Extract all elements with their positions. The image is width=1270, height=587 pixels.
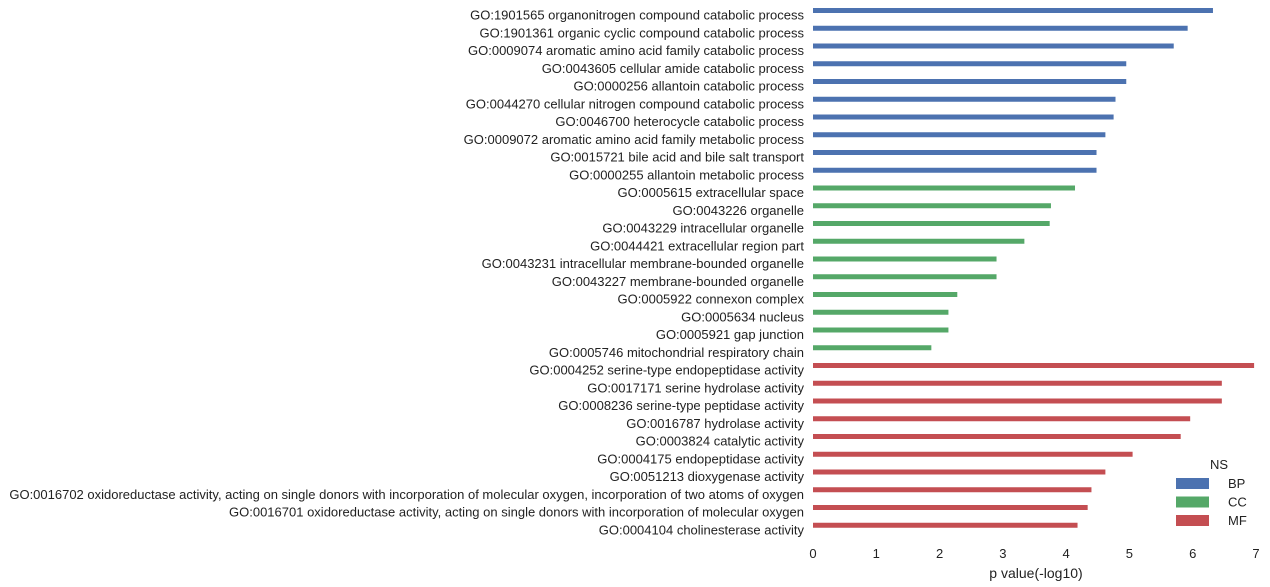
bar-cc-17 [813, 309, 949, 315]
legend-items: BP CC MF [1176, 476, 1247, 528]
category-label-25: GO:0004175 endopeptidase activity [597, 451, 804, 466]
bar-bp-8 [813, 150, 1097, 155]
category-label-24: GO:0003824 catalytic activity [636, 434, 805, 449]
x-tick-label-0: 0 [809, 546, 816, 561]
x-tick-label-1: 1 [873, 546, 880, 561]
bar-cc-14 [813, 256, 997, 262]
category-label-16: GO:0005922 connexon complex [618, 292, 805, 307]
category-labels-group: GO:1901565 organonitrogen compound catab… [9, 8, 804, 538]
category-label-22: GO:0008236 serine-type peptidase activit… [558, 398, 804, 413]
x-tick-labels-group: 0 1 2 3 4 5 6 7 [809, 546, 1259, 561]
x-tick-label-2: 2 [936, 546, 943, 561]
legend-swatch-cc [1176, 496, 1209, 508]
x-tick-label-3: 3 [999, 546, 1006, 561]
bar-mf-26 [813, 469, 1106, 475]
legend-label-mf: MF [1228, 513, 1247, 528]
category-label-15: GO:0043227 membrane-bounded organelle [552, 274, 804, 289]
bar-bp-4 [813, 79, 1127, 84]
bar-cc-12 [813, 221, 1050, 226]
category-label-8: GO:0015721 bile acid and bile salt trans… [550, 150, 804, 165]
bar-mf-21 [813, 380, 1222, 386]
category-label-27: GO:0016702 oxidoreductase activity, acti… [9, 487, 804, 502]
bar-bp-6 [813, 114, 1114, 120]
category-label-28: GO:0016701 oxidoreductase activity, acti… [229, 505, 804, 520]
category-label-1: GO:1901361 organic cyclic compound catab… [480, 25, 805, 40]
bar-bp-0 [813, 8, 1213, 13]
category-label-4: GO:0000256 allantoin catabolic process [573, 79, 804, 94]
category-label-17: GO:0005634 nucleus [681, 309, 804, 324]
category-label-11: GO:0043226 organelle [672, 203, 804, 218]
category-label-6: GO:0046700 heterocycle catabolic process [555, 114, 804, 129]
legend-swatch-bp [1176, 478, 1209, 489]
category-label-7: GO:0009072 aromatic amino acid family me… [464, 132, 805, 147]
bar-bp-3 [813, 61, 1127, 67]
category-label-14: GO:0043231 intracellular membrane-bounde… [482, 256, 804, 271]
bar-bp-2 [813, 43, 1174, 49]
x-tick-label-7: 7 [1252, 546, 1259, 561]
bars-group [813, 8, 1255, 528]
category-label-13: GO:0044421 extracellular region part [590, 238, 804, 253]
category-label-21: GO:0017171 serine hydrolase activity [587, 380, 804, 395]
x-tick-label-5: 5 [1126, 546, 1133, 561]
bar-bp-1 [813, 25, 1188, 31]
bar-bp-5 [813, 96, 1116, 102]
bar-bp-9 [813, 167, 1097, 173]
category-label-0: GO:1901565 organonitrogen compound catab… [470, 8, 804, 23]
category-label-29: GO:0004104 cholinesterase activity [599, 522, 805, 537]
bar-mf-28 [813, 505, 1088, 510]
category-label-18: GO:0005921 gap junction [656, 327, 804, 342]
bar-cc-13 [813, 238, 1025, 244]
category-label-26: GO:0051213 dioxygenase activity [610, 469, 805, 484]
bar-bp-7 [813, 132, 1106, 138]
bar-cc-19 [813, 345, 932, 351]
bar-mf-25 [813, 451, 1133, 457]
category-label-20: GO:0004252 serine-type endopeptidase act… [529, 363, 804, 378]
category-label-12: GO:0043229 intracellular organelle [602, 221, 804, 236]
bar-mf-23 [813, 416, 1191, 422]
category-label-3: GO:0043605 cellular amide catabolic proc… [542, 61, 805, 76]
bar-cc-10 [813, 185, 1076, 191]
bar-cc-18 [813, 327, 949, 333]
category-label-5: GO:0044270 cellular nitrogen compound ca… [466, 96, 805, 111]
legend-title: NS [1210, 457, 1228, 472]
x-tick-label-6: 6 [1189, 546, 1196, 561]
x-axis-label: p value(-log10) [989, 565, 1082, 581]
bar-mf-24 [813, 434, 1181, 439]
category-label-10: GO:0005615 extracellular space [618, 185, 804, 200]
bar-mf-22 [813, 398, 1222, 404]
category-label-23: GO:0016787 hydrolase activity [626, 416, 804, 431]
category-label-9: GO:0000255 allantoin metabolic process [569, 167, 804, 182]
bar-mf-20 [813, 363, 1255, 368]
legend: NS BP CC MF [1176, 457, 1247, 528]
category-label-2: GO:0009074 aromatic amino acid family ca… [468, 43, 804, 58]
legend-label-cc: CC [1228, 495, 1247, 510]
bar-mf-27 [813, 487, 1092, 493]
legend-swatch-mf [1176, 515, 1209, 526]
bar-mf-29 [813, 522, 1078, 528]
bar-cc-11 [813, 203, 1051, 209]
legend-label-bp: BP [1228, 476, 1245, 491]
category-label-19: GO:0005746 mitochondrial respiratory cha… [549, 345, 804, 360]
bar-cc-15 [813, 274, 997, 280]
bar-cc-16 [813, 292, 958, 297]
x-tick-label-4: 4 [1063, 546, 1070, 561]
